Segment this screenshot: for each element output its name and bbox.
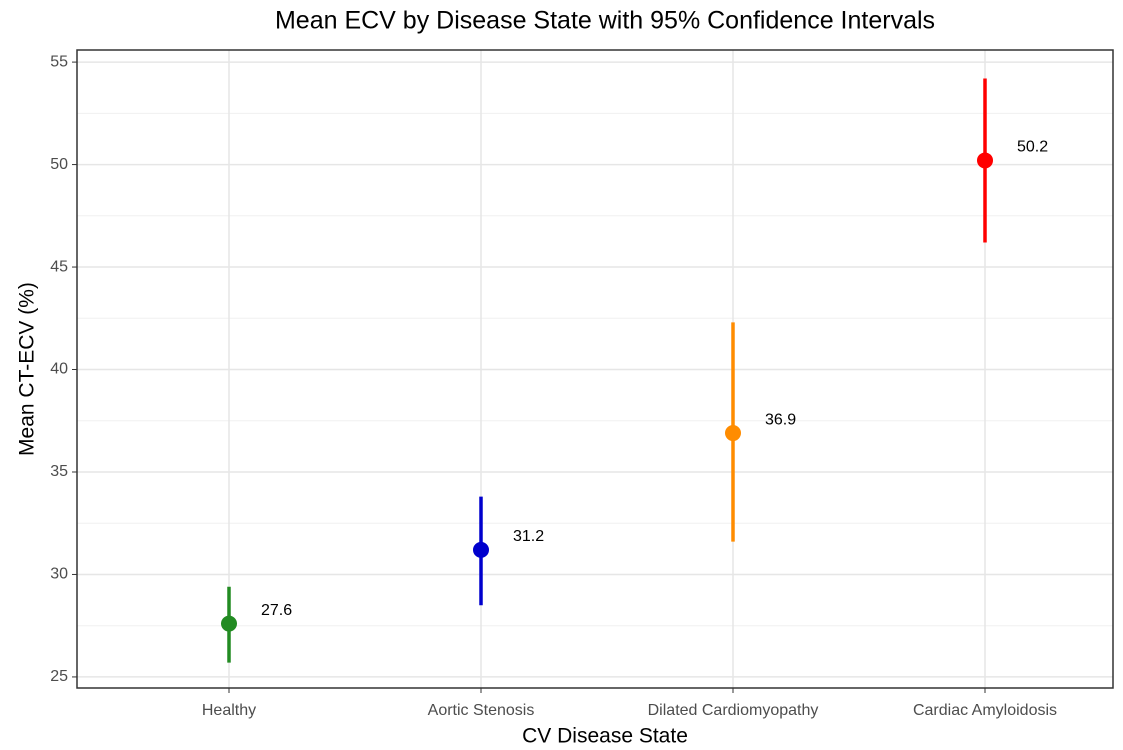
point bbox=[977, 152, 993, 169]
x-tick-label: Healthy bbox=[202, 702, 256, 719]
data-label: 36.9 bbox=[765, 411, 796, 428]
y-axis-label: Mean CT-ECV (%) bbox=[16, 282, 39, 456]
y-tick-label: 50 bbox=[50, 156, 68, 173]
point bbox=[725, 425, 741, 442]
y-tick-label: 40 bbox=[50, 361, 68, 378]
plot-border bbox=[76, 49, 1114, 689]
data-label: 31.2 bbox=[513, 528, 544, 545]
x-tick-label: Cardiac Amyloidosis bbox=[913, 702, 1057, 719]
y-tick-label: 25 bbox=[50, 668, 68, 685]
data-label: 27.6 bbox=[261, 602, 292, 619]
y-tick-label: 30 bbox=[50, 566, 68, 583]
data-label: 50.2 bbox=[1017, 139, 1048, 156]
x-tick-label: Dilated Cardiomyopathy bbox=[648, 702, 819, 719]
x-tick-label: Aortic Stenosis bbox=[428, 702, 535, 719]
y-tick-label: 45 bbox=[50, 258, 68, 275]
y-tick-label: 55 bbox=[50, 53, 68, 70]
point bbox=[473, 541, 489, 558]
point bbox=[221, 615, 237, 632]
x-axis-label: CV Disease State bbox=[522, 725, 688, 748]
y-tick-label: 35 bbox=[50, 463, 68, 480]
chart-title: Mean ECV by Disease State with 95% Confi… bbox=[275, 7, 935, 35]
